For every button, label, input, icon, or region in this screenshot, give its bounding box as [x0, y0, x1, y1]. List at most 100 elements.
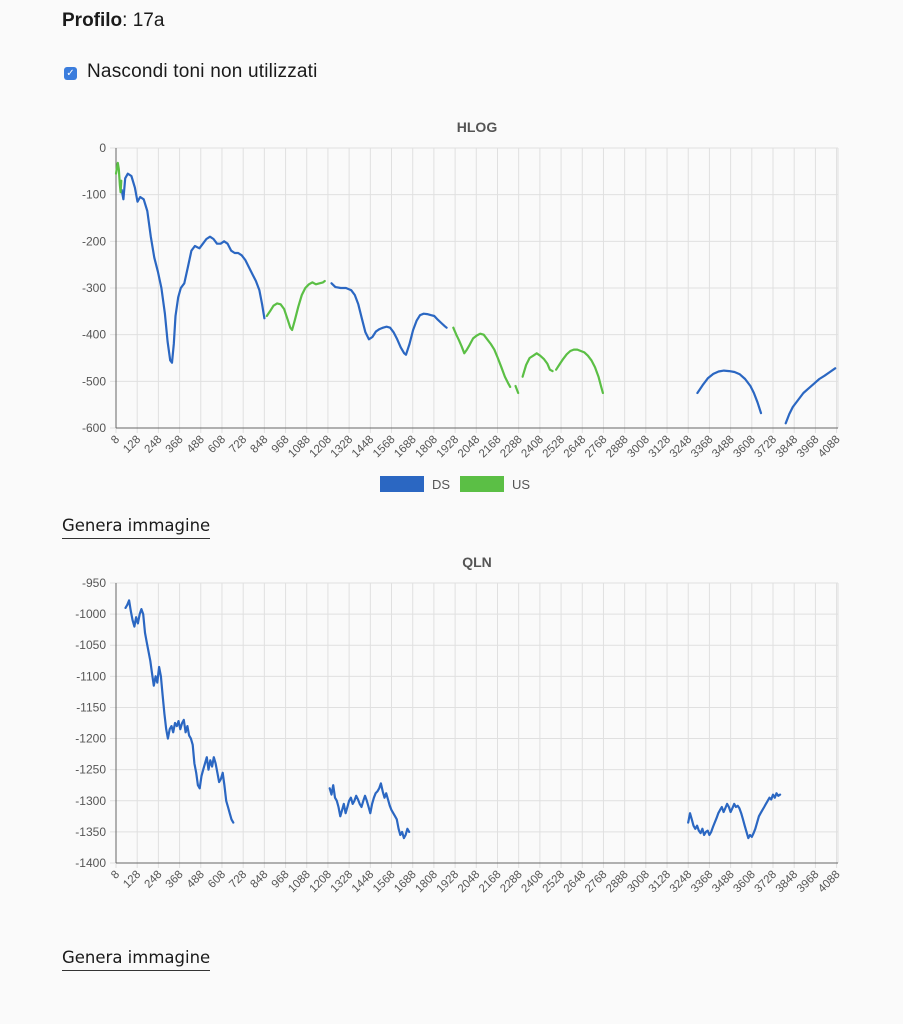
x-tick-label: 3608	[731, 869, 758, 896]
x-tick-label: 2768	[583, 869, 610, 896]
x-tick-label: 3248	[668, 869, 695, 896]
legend-swatch-us	[460, 476, 504, 492]
x-tick-label: 608	[206, 869, 228, 891]
x-tick-label: 3848	[774, 869, 801, 896]
x-tick-label: 3488	[710, 434, 737, 461]
x-tick-label: 2648	[562, 434, 589, 461]
y-tick-label: -1000	[75, 607, 106, 621]
x-tick-label: 8	[109, 434, 122, 447]
legend-swatch-ds	[380, 476, 424, 492]
x-tick-label: 2648	[562, 869, 589, 896]
x-tick-label: 1208	[307, 869, 334, 896]
x-tick-label: 1448	[350, 434, 377, 461]
y-tick-label: -950	[82, 576, 106, 590]
x-tick-label: 128	[121, 434, 143, 456]
y-tick-label: -1200	[75, 732, 106, 746]
y-tick-label: -1250	[75, 763, 106, 777]
x-tick-label: 128	[121, 869, 143, 891]
chart-legend: DS US	[380, 476, 530, 492]
x-tick-label: 2888	[604, 869, 631, 896]
x-tick-label: 1688	[392, 869, 419, 896]
y-tick-label: -1150	[76, 700, 106, 714]
x-tick-label: 2288	[498, 869, 525, 896]
x-tick-label: 1208	[307, 434, 334, 461]
series-line-us	[521, 352, 554, 378]
series-line-ds	[120, 172, 266, 364]
hide-unused-toggle[interactable]: ✓ Nascondi toni non utilizzati	[64, 61, 318, 83]
x-tick-label: 3728	[753, 869, 780, 896]
series-line-ds	[784, 367, 837, 425]
profile-separator: :	[122, 10, 133, 31]
series-line-ds	[330, 282, 448, 356]
x-tick-label: 1688	[392, 434, 419, 461]
y-tick-label: -1100	[76, 669, 106, 683]
x-tick-label: 1808	[413, 869, 440, 896]
x-tick-label: 1928	[435, 869, 462, 896]
chart-title: QLN	[462, 554, 492, 570]
x-tick-label: 728	[227, 869, 249, 891]
y-tick-label: -100	[82, 188, 106, 202]
x-tick-label: 608	[206, 434, 228, 456]
legend-label-us: US	[512, 477, 530, 492]
x-tick-label: 2168	[477, 869, 504, 896]
x-tick-label: 3848	[774, 434, 801, 461]
series-line-us	[114, 161, 123, 194]
y-tick-label: -500	[82, 374, 106, 388]
y-tick-label: -300	[82, 281, 106, 295]
x-tick-label: 1448	[350, 869, 377, 896]
series-line-us	[452, 326, 512, 388]
x-tick-label: 2528	[541, 434, 568, 461]
x-tick-label: 368	[164, 869, 186, 891]
series-line-us	[514, 384, 520, 395]
y-tick-label: -1400	[75, 856, 106, 870]
x-tick-label: 1328	[329, 869, 356, 896]
x-tick-label: 3608	[731, 434, 758, 461]
x-tick-label: 2408	[519, 434, 546, 461]
x-tick-label: 2888	[604, 434, 631, 461]
y-tick-label: -600	[82, 421, 106, 435]
generate-image-button-hlog[interactable]: Genera immagine	[62, 516, 211, 539]
x-tick-label: 1088	[286, 434, 313, 461]
x-tick-label: 3248	[668, 434, 695, 461]
series-line-ds	[687, 792, 782, 840]
y-tick-label: -200	[82, 234, 106, 248]
x-tick-label: 1568	[371, 434, 398, 461]
series-line-ds	[696, 369, 763, 415]
generate-image-button-qln[interactable]: Genera immagine	[62, 948, 211, 971]
x-tick-label: 2768	[583, 434, 610, 461]
x-tick-label: 3008	[625, 434, 652, 461]
checkbox-checked-icon[interactable]: ✓	[64, 66, 77, 80]
series-line-us	[265, 279, 326, 332]
x-tick-label: 248	[142, 869, 164, 891]
profile-info: Profilo: 17a	[62, 10, 164, 32]
x-tick-label: 3128	[647, 869, 674, 896]
x-tick-label: 4088	[816, 869, 843, 896]
x-tick-label: 3008	[625, 869, 652, 896]
series-line-us	[555, 348, 604, 395]
x-tick-label: 4088	[816, 434, 843, 461]
profile-label: Profilo	[62, 10, 123, 31]
chart-title: HLOG	[457, 119, 498, 135]
x-tick-label: 488	[185, 434, 207, 456]
x-tick-label: 1328	[329, 434, 356, 461]
x-tick-label: 3368	[689, 434, 716, 461]
x-tick-label: 3968	[795, 434, 822, 461]
series-line-ds	[328, 782, 411, 840]
legend-label-ds: DS	[432, 477, 450, 492]
x-tick-label: 2048	[456, 869, 483, 896]
x-tick-label: 488	[185, 869, 207, 891]
x-tick-label: 368	[164, 434, 186, 456]
x-tick-label: 728	[227, 434, 249, 456]
x-tick-label: 3128	[647, 434, 674, 461]
x-tick-label: 248	[142, 434, 164, 456]
x-tick-label: 2168	[477, 434, 504, 461]
x-tick-label: 3968	[795, 869, 822, 896]
y-tick-label: -1300	[75, 794, 106, 808]
x-tick-label: 848	[248, 869, 270, 891]
x-tick-label: 2528	[541, 869, 568, 896]
x-tick-label: 2408	[519, 869, 546, 896]
hide-unused-label: Nascondi toni non utilizzati	[87, 61, 318, 82]
x-tick-label: 1928	[435, 434, 462, 461]
